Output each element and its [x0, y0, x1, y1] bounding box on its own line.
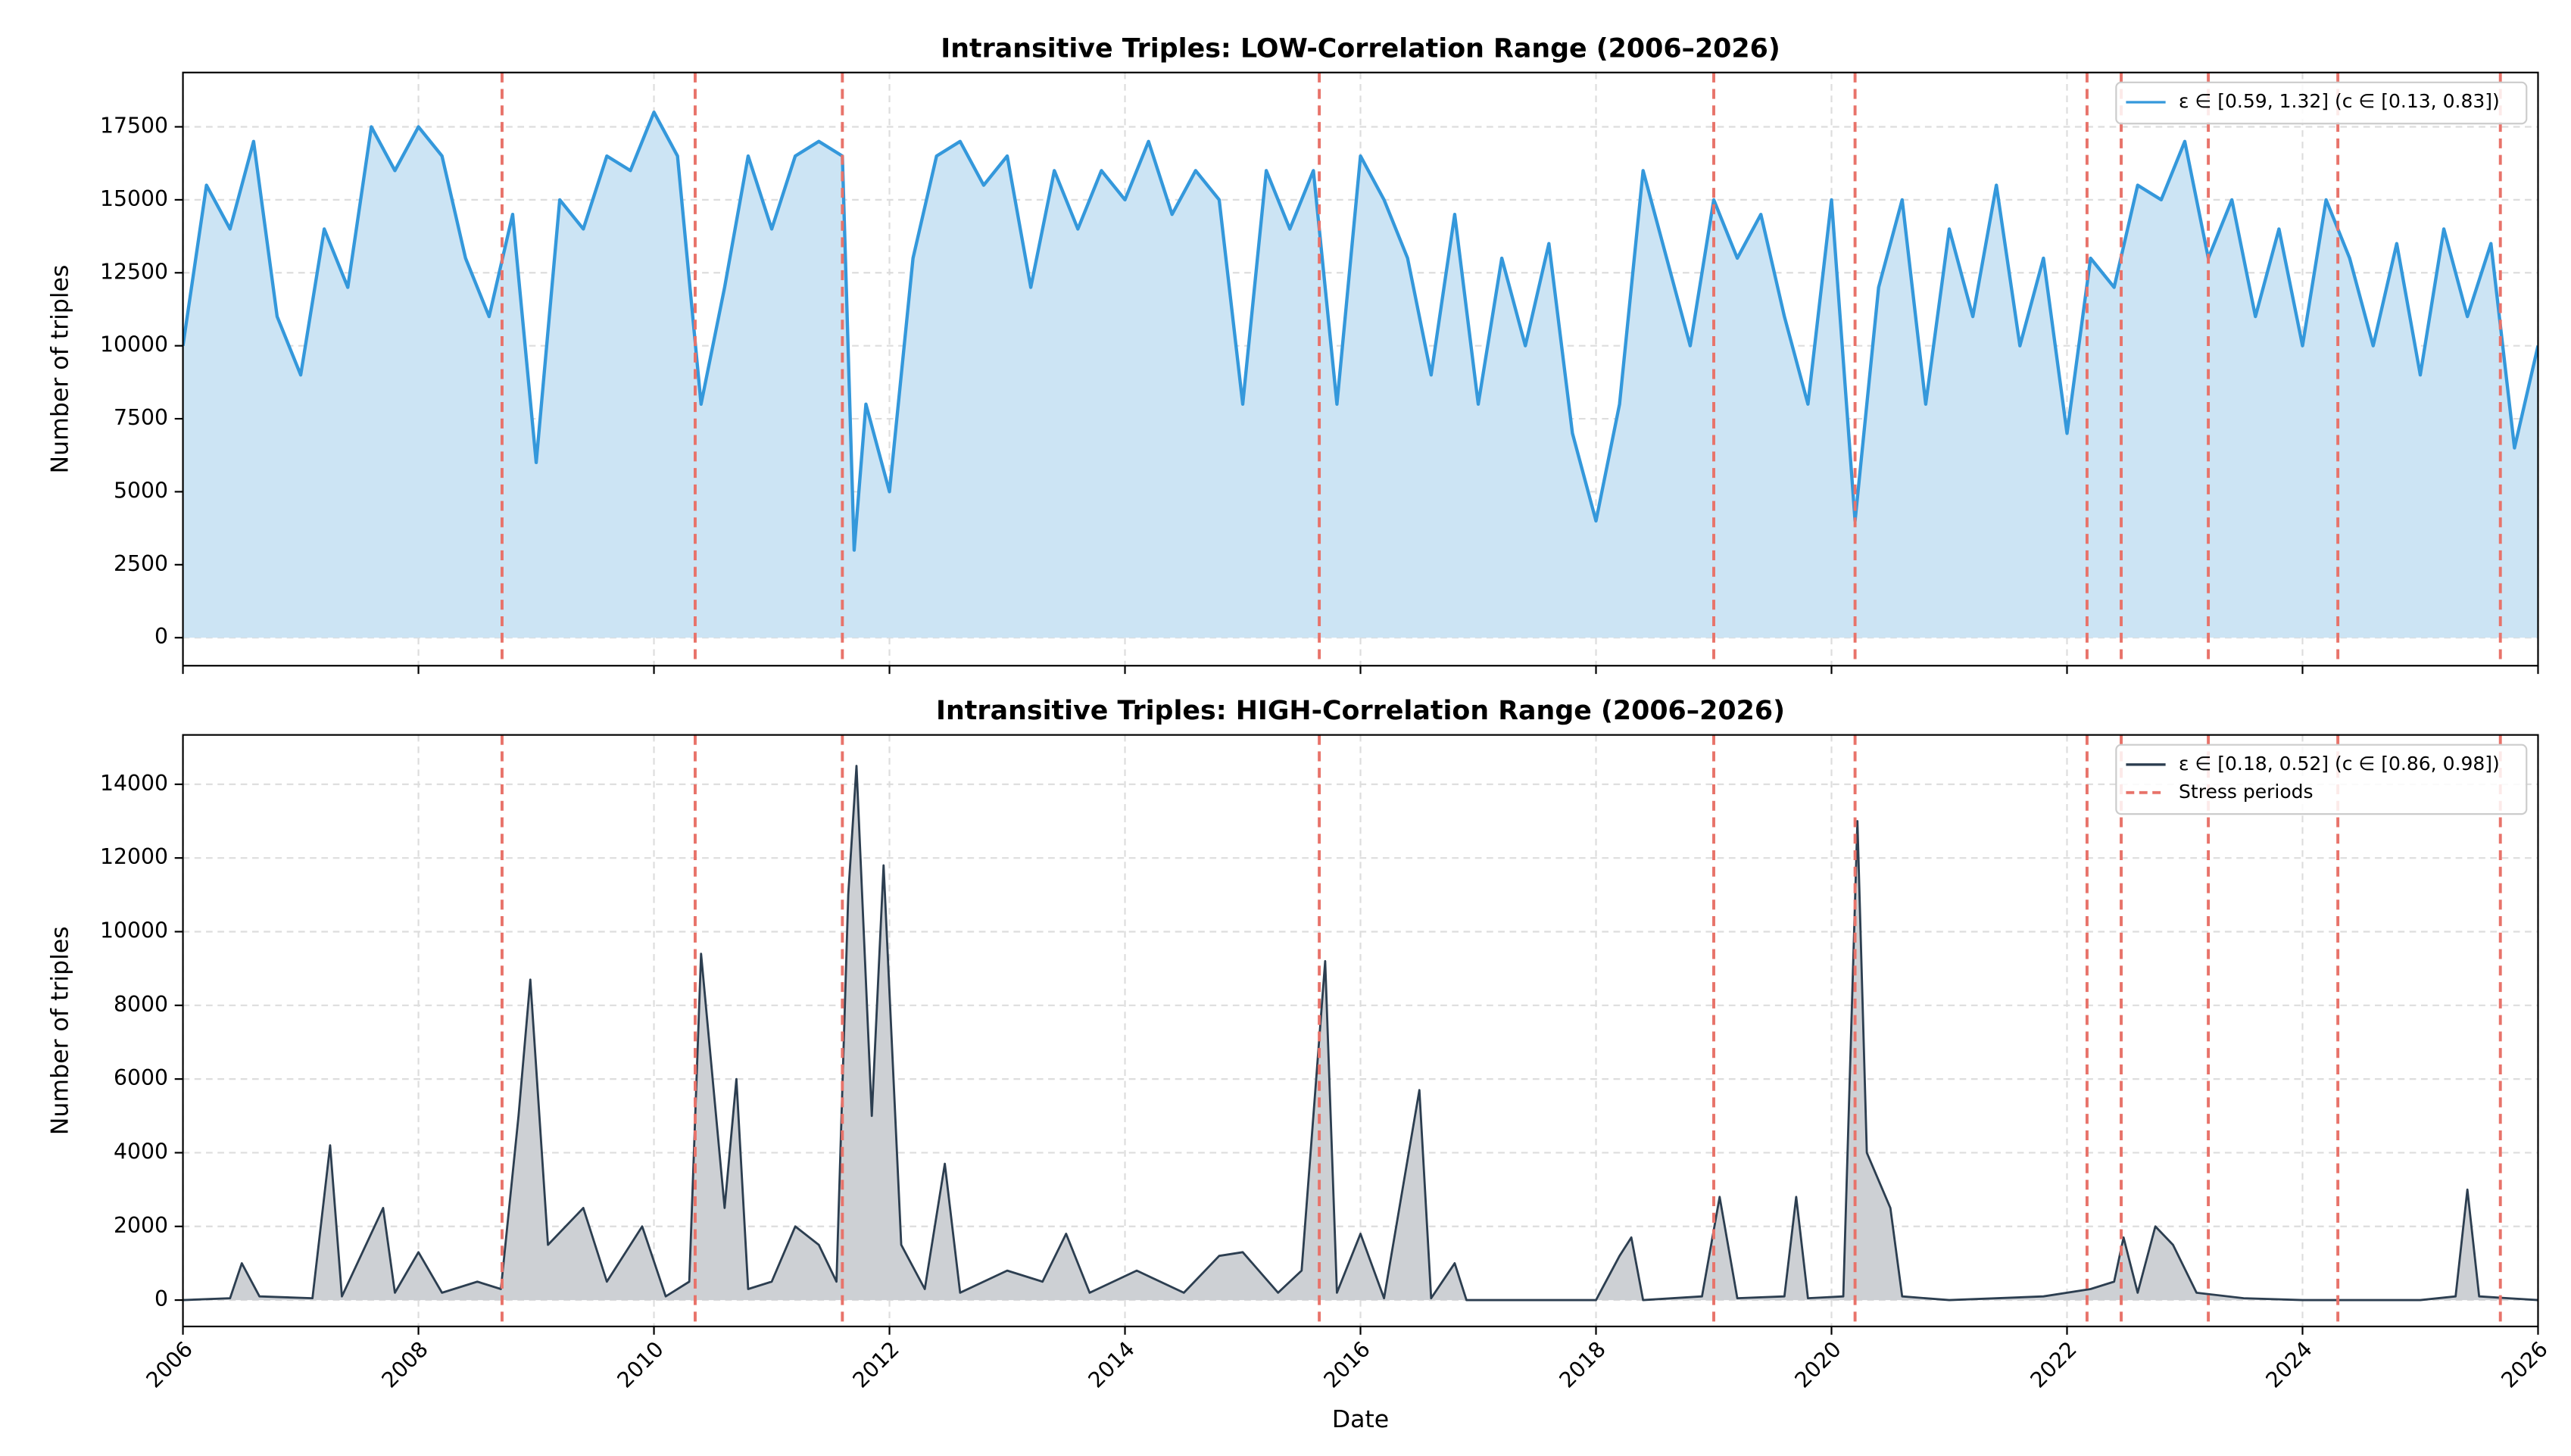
legend-box — [2115, 81, 2528, 125]
y-tick-label: 0 — [154, 624, 168, 649]
x-tick-label: 2024 — [2261, 1336, 2317, 1392]
x-tick-label: 2026 — [2497, 1336, 2553, 1392]
y-tick-label: 12000 — [100, 844, 168, 869]
y-tick-label: 5000 — [114, 478, 168, 503]
y-tick-label: 8000 — [114, 992, 168, 1017]
x-tick-label: 2014 — [1084, 1336, 1140, 1392]
x-tick-label: 2020 — [1790, 1336, 1846, 1392]
x-tick-label: 2022 — [2026, 1336, 2082, 1392]
plot-area — [183, 72, 2538, 666]
y-tick-label: 10000 — [100, 332, 168, 357]
x-tick-label: 2010 — [613, 1336, 669, 1392]
y-tick-label: 6000 — [114, 1065, 168, 1090]
legend-label: ε ∈ [0.59, 1.32] (c ∈ [0.13, 0.83]) — [2179, 90, 2500, 112]
x-tick-label: 2008 — [377, 1336, 433, 1392]
chart-title: Intransitive Triples: LOW-Correlation Ra… — [941, 33, 1780, 64]
y-axis-label: Number of triples — [47, 926, 74, 1135]
y-tick-label: 17500 — [100, 113, 168, 138]
legend-label: ε ∈ [0.18, 0.52] (c ∈ [0.86, 0.98]) — [2179, 753, 2500, 775]
legend-label: Stress periods — [2179, 781, 2314, 803]
plot-area — [183, 734, 2538, 1327]
x-tick-label: 2012 — [848, 1336, 904, 1392]
y-tick-label: 12500 — [100, 259, 168, 284]
legend-box — [2115, 744, 2528, 815]
series-line — [183, 111, 2538, 552]
y-tick-label: 2500 — [114, 551, 168, 576]
x-tick-label: 2018 — [1555, 1336, 1611, 1392]
series-line — [183, 765, 2538, 1302]
y-tick-label: 4000 — [114, 1139, 168, 1164]
x-axis-label: Date — [1332, 1406, 1389, 1433]
y-tick-label: 0 — [154, 1286, 168, 1311]
chart-title: Intransitive Triples: HIGH-Correlation R… — [936, 696, 1785, 726]
y-tick-label: 15000 — [100, 186, 168, 211]
y-tick-label: 2000 — [114, 1213, 168, 1238]
area — [183, 112, 2538, 638]
x-tick-label: 2016 — [1319, 1336, 1375, 1392]
y-tick-label: 10000 — [100, 918, 168, 943]
x-tick-label: 2006 — [142, 1336, 198, 1392]
y-tick-label: 14000 — [100, 771, 168, 796]
y-axis-label: Number of triples — [47, 265, 74, 474]
y-tick-label: 7500 — [114, 405, 168, 430]
